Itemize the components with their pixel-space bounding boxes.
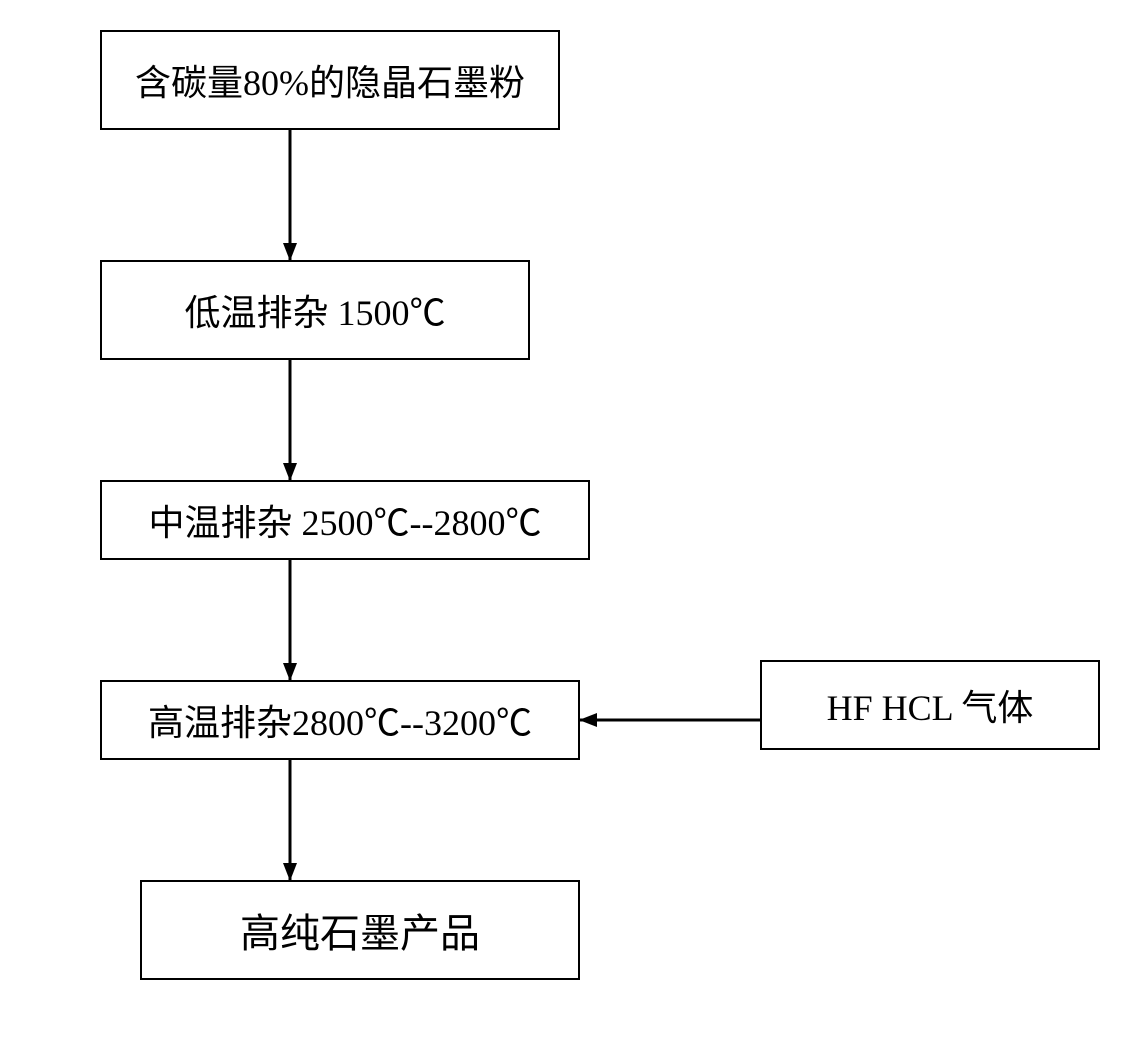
flow-node-n6: HF HCL 气体 [760, 660, 1100, 750]
flow-node-n1: 含碳量80%的隐晶石墨粉 [100, 30, 560, 130]
flow-node-n5: 高纯石墨产品 [140, 880, 580, 980]
flow-node-n2: 低温排杂 1500℃ [100, 260, 530, 360]
flow-node-label: 中温排杂 2500℃--2800℃ [149, 494, 542, 546]
flow-node-n4: 高温排杂2800℃--3200℃ [100, 680, 580, 760]
flow-node-label: 高温排杂2800℃--3200℃ [148, 694, 532, 746]
flow-node-label: HF HCL 气体 [827, 679, 1034, 731]
flow-node-label: 低温排杂 1500℃ [184, 284, 445, 336]
flow-node-label: 高纯石墨产品 [240, 901, 480, 959]
flow-node-n3: 中温排杂 2500℃--2800℃ [100, 480, 590, 560]
flow-node-label: 含碳量80%的隐晶石墨粉 [135, 54, 525, 106]
